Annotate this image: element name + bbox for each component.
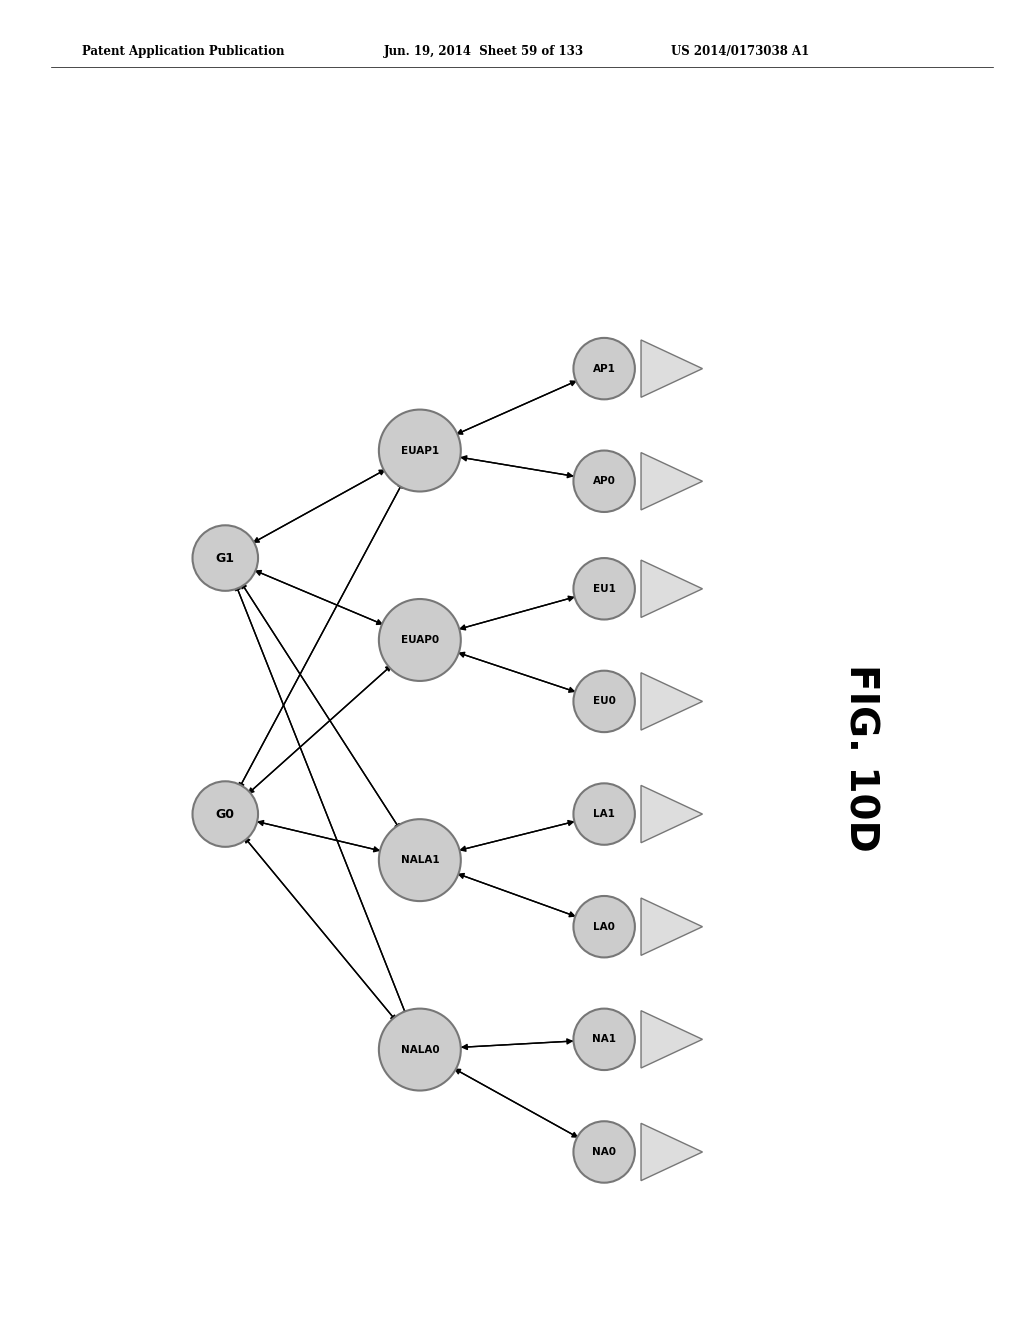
Circle shape (193, 525, 258, 591)
Circle shape (573, 338, 635, 400)
Polygon shape (641, 453, 702, 510)
Text: NALA1: NALA1 (400, 855, 439, 865)
Polygon shape (641, 673, 702, 730)
Circle shape (573, 1121, 635, 1183)
Circle shape (573, 896, 635, 957)
Text: EU0: EU0 (593, 697, 615, 706)
Polygon shape (641, 1123, 702, 1180)
Text: LA1: LA1 (593, 809, 615, 818)
Text: EUAP0: EUAP0 (400, 635, 439, 645)
Circle shape (379, 1008, 461, 1090)
Circle shape (573, 558, 635, 619)
Text: Jun. 19, 2014  Sheet 59 of 133: Jun. 19, 2014 Sheet 59 of 133 (384, 45, 584, 58)
Circle shape (379, 409, 461, 491)
Circle shape (573, 671, 635, 733)
Circle shape (193, 781, 258, 847)
Text: AP1: AP1 (593, 363, 615, 374)
Text: NALA0: NALA0 (400, 1044, 439, 1055)
Text: NA1: NA1 (592, 1035, 616, 1044)
Circle shape (379, 599, 461, 681)
Text: G0: G0 (216, 808, 234, 821)
Circle shape (573, 783, 635, 845)
Text: G1: G1 (216, 552, 234, 565)
Polygon shape (641, 1011, 702, 1068)
Text: AP0: AP0 (593, 477, 615, 486)
Text: Patent Application Publication: Patent Application Publication (82, 45, 285, 58)
Text: NA0: NA0 (592, 1147, 616, 1156)
Text: EUAP1: EUAP1 (400, 446, 439, 455)
Text: US 2014/0173038 A1: US 2014/0173038 A1 (671, 45, 809, 58)
Circle shape (379, 820, 461, 902)
Polygon shape (641, 560, 702, 618)
Circle shape (573, 1008, 635, 1071)
Circle shape (573, 450, 635, 512)
Text: LA0: LA0 (593, 921, 615, 932)
Text: FIG. 10D: FIG. 10D (841, 664, 880, 851)
Polygon shape (641, 898, 702, 956)
Polygon shape (641, 341, 702, 397)
Polygon shape (641, 785, 702, 842)
Text: EU1: EU1 (593, 583, 615, 594)
